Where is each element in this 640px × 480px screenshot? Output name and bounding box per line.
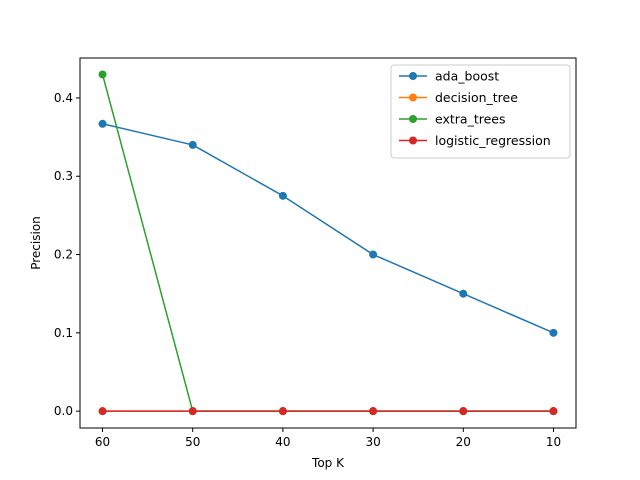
x-tick-label: 30 — [365, 435, 380, 449]
plot-area — [98, 70, 558, 416]
series-line-ada_boost — [102, 123, 554, 334]
x-tick-label: 20 — [456, 435, 471, 449]
data-point-logistic_regression — [98, 407, 107, 416]
legend-marker — [409, 93, 417, 102]
legend-item-ada_boost: ada_boost — [399, 69, 499, 84]
y-tick-label: 0.2 — [54, 248, 73, 262]
x-tick-label: 40 — [275, 435, 290, 449]
legend-item-decision_tree: decision_tree — [399, 90, 518, 105]
legend: ada_boost decision_tree extra_treeslogisti… — [390, 64, 571, 159]
y-tick-label: 0.1 — [54, 326, 73, 340]
legend-item-extra_trees: extra_trees — [399, 112, 505, 127]
legend-marker — [409, 136, 417, 145]
data-point-logistic_regression — [278, 407, 287, 416]
data-point-logistic_regression — [459, 407, 468, 416]
x-axis-label: Top K — [311, 456, 345, 470]
series-logistic_regression — [98, 407, 558, 416]
legend-label: decision_tree — [435, 90, 518, 105]
legend-box — [390, 64, 571, 159]
data-point-extra_trees — [98, 70, 107, 79]
data-point-ada_boost — [278, 191, 287, 200]
y-axis-label: Precision — [29, 216, 43, 270]
axes-frame — [79, 57, 577, 429]
data-point-ada_boost — [459, 289, 468, 298]
data-point-ada_boost — [369, 250, 378, 259]
x-axis: 60 50 40 30 20 10 — [95, 428, 561, 449]
y-tick-label: 0.3 — [54, 169, 73, 183]
x-tick-label: 50 — [185, 435, 200, 449]
y-tick-label: 0.0 — [54, 404, 73, 418]
legend-label: extra_trees — [435, 112, 505, 127]
data-point-logistic_regression — [188, 407, 197, 416]
series-ada_boost — [98, 119, 558, 337]
y-axis: 0.0 0.1 0.2 0.3 0.4 — [54, 91, 80, 418]
data-point-ada_boost — [188, 140, 197, 149]
legend-label: ada_boost — [435, 69, 499, 84]
data-point-logistic_regression — [369, 407, 378, 416]
x-tick-label: 60 — [95, 435, 110, 449]
legend-marker — [409, 72, 417, 80]
data-point-ada_boost — [549, 328, 558, 337]
legend-marker — [409, 115, 417, 123]
legend-item-logistic_regression: logistic_regression — [399, 133, 551, 148]
y-tick-label: 0.4 — [54, 91, 73, 105]
x-tick-label: 10 — [546, 435, 561, 449]
legend-label: logistic_regression — [435, 133, 551, 148]
data-point-logistic_regression — [549, 407, 558, 416]
data-point-ada_boost — [98, 119, 107, 128]
